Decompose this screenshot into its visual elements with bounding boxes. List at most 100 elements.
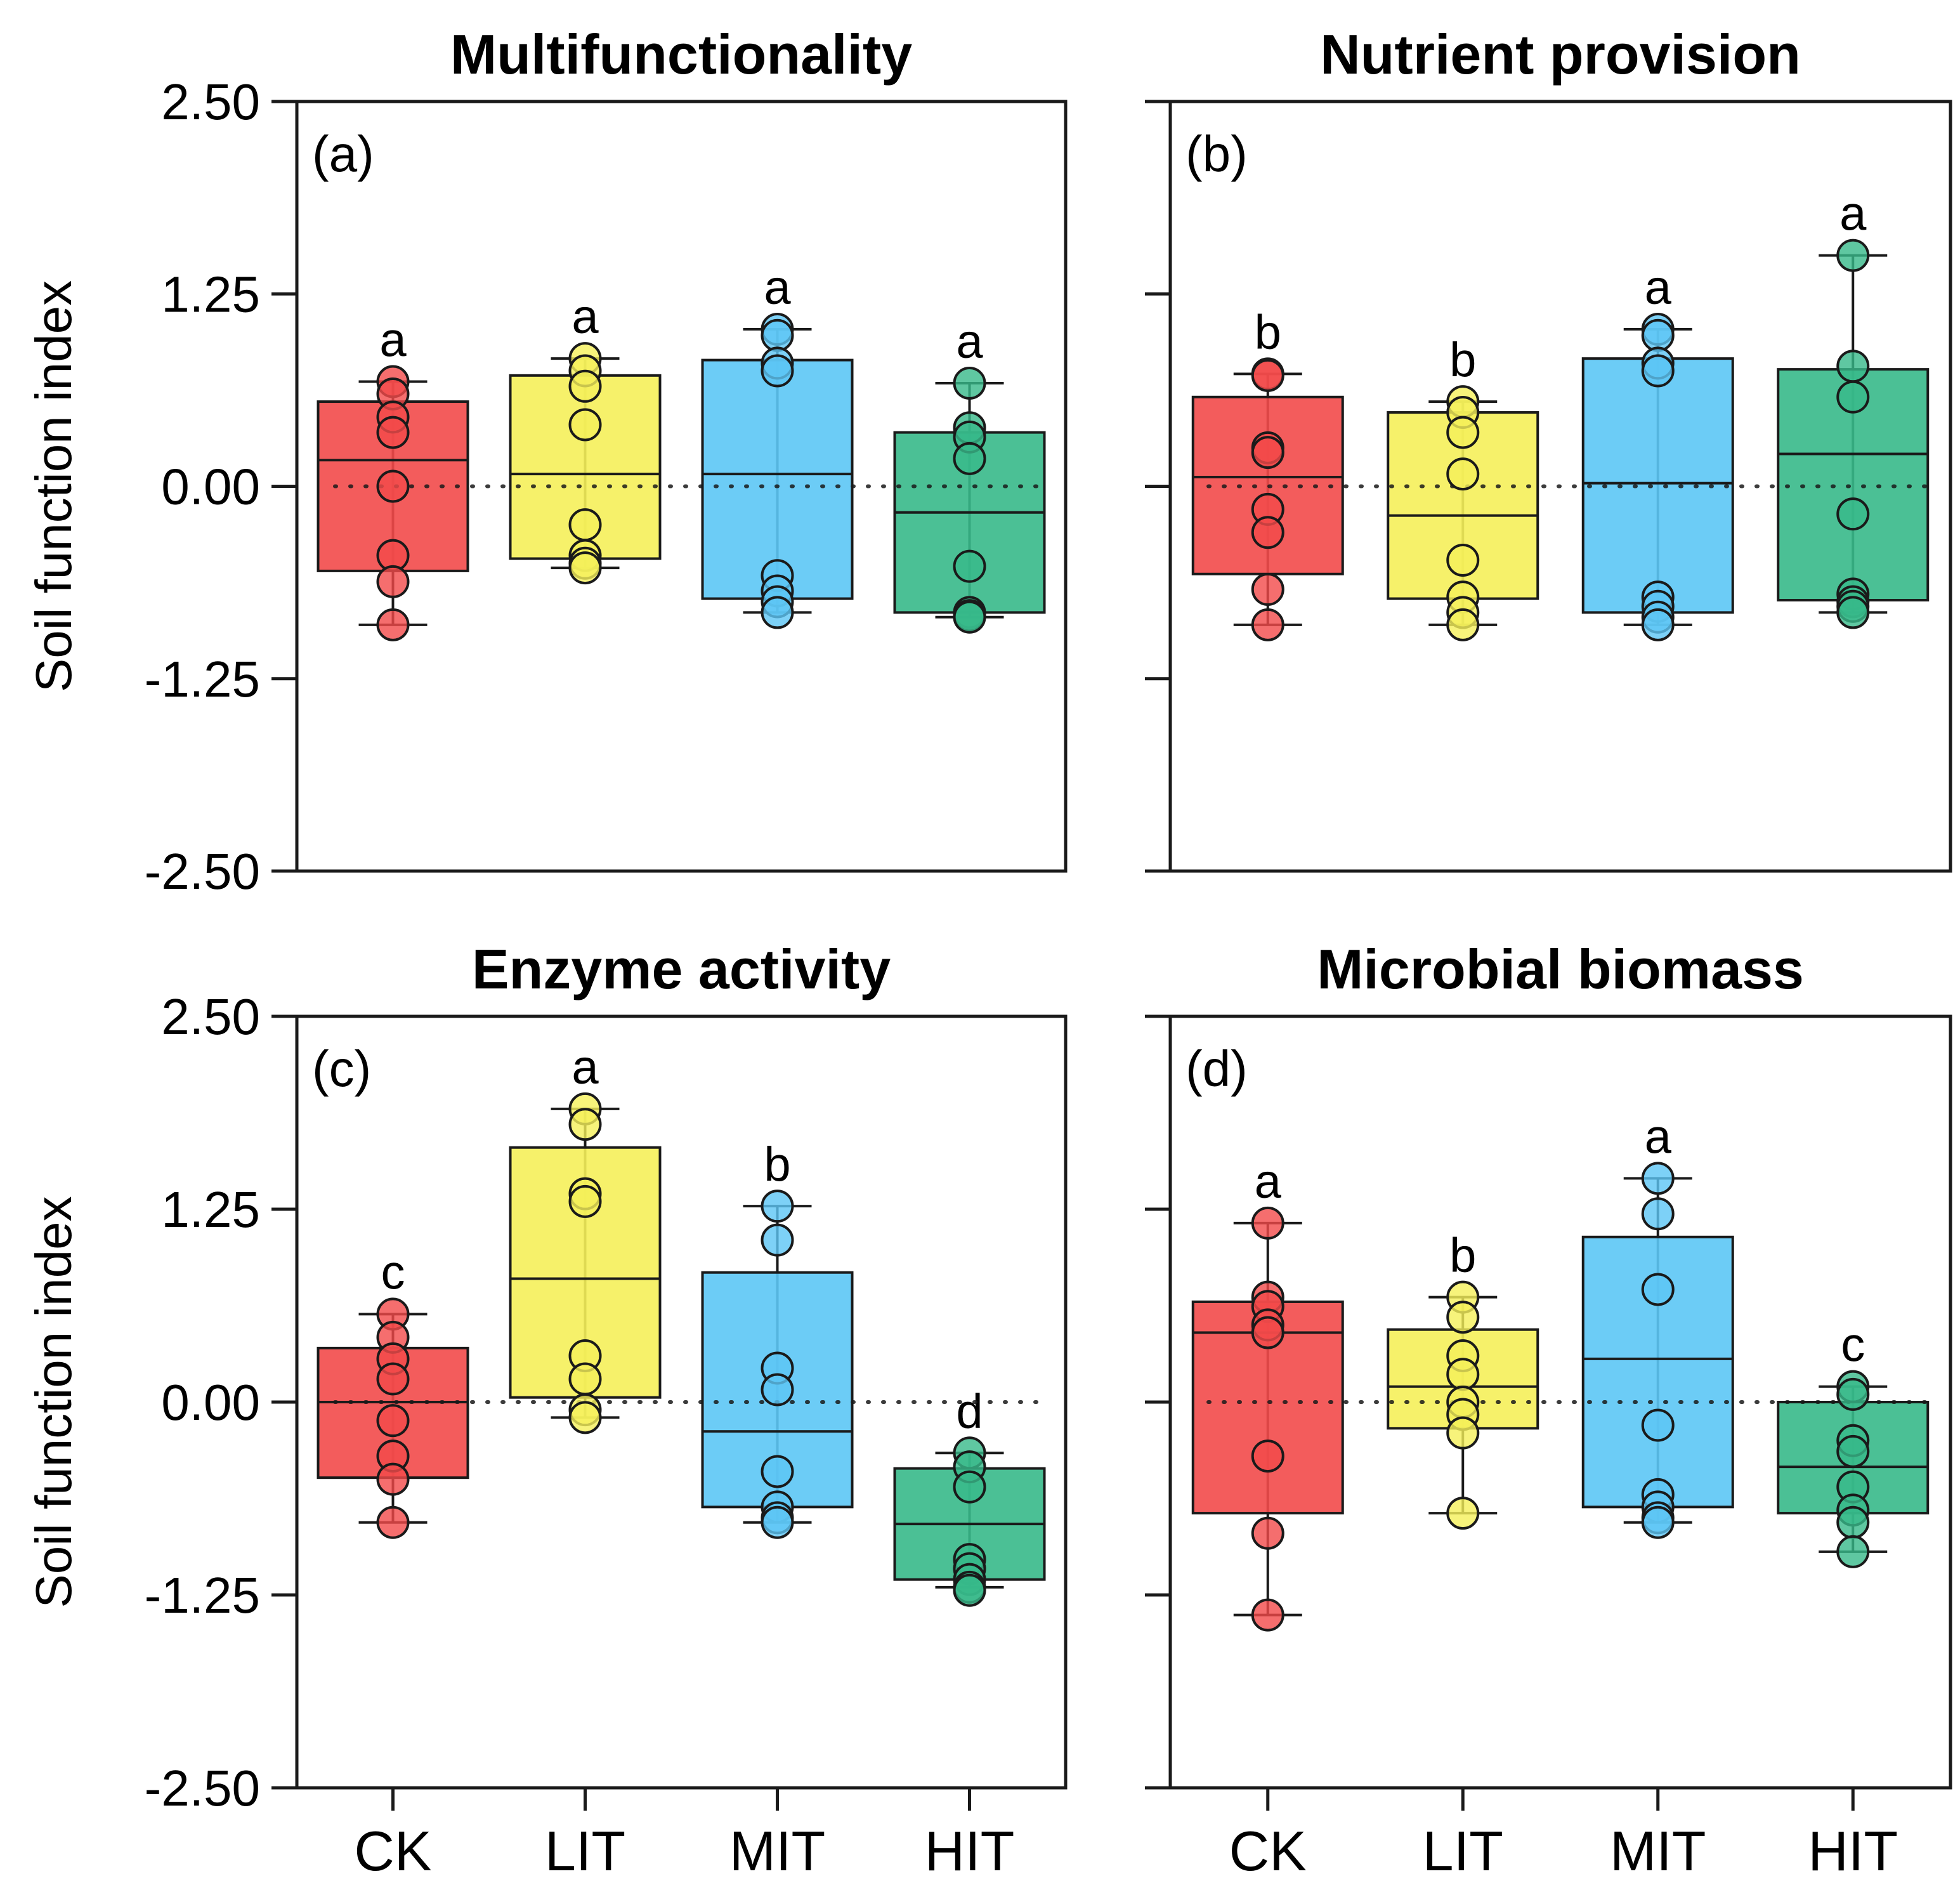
data-point xyxy=(1446,1301,1480,1334)
y-tick-label: 2.50 xyxy=(161,74,260,130)
data-point xyxy=(568,1184,602,1218)
data-point xyxy=(1641,1162,1675,1195)
significance-letter: a xyxy=(379,313,407,367)
panel-title: Enzyme activity xyxy=(472,938,891,1000)
data-point xyxy=(1836,1377,1870,1411)
significance-letter: b xyxy=(1449,333,1476,387)
x-tick-label: MIT xyxy=(729,1820,826,1882)
data-point xyxy=(1251,1206,1284,1240)
data-point xyxy=(761,596,794,629)
box-group-mit: a xyxy=(1581,261,1734,626)
panel-tag: (a) xyxy=(312,126,374,182)
panel-tag: (c) xyxy=(312,1040,371,1097)
data-point xyxy=(761,318,794,352)
data-point xyxy=(376,565,410,598)
data-point xyxy=(1641,354,1675,388)
x-tick-label: CK xyxy=(354,1820,431,1882)
significance-letter: c xyxy=(381,1245,405,1299)
data-point xyxy=(376,1404,410,1438)
significance-letter: a xyxy=(1839,187,1867,241)
data-point xyxy=(1641,608,1675,641)
data-point xyxy=(953,442,986,475)
x-tick-label: HIT xyxy=(925,1820,1015,1882)
significance-letter: b xyxy=(1255,305,1281,359)
x-tick-label: LIT xyxy=(545,1820,625,1882)
data-point xyxy=(568,1108,602,1141)
data-point xyxy=(568,369,602,403)
data-point xyxy=(1251,1516,1284,1550)
data-point xyxy=(953,1470,986,1504)
data-point xyxy=(1641,318,1675,352)
data-point xyxy=(376,469,410,503)
data-point xyxy=(1446,608,1480,641)
panel-tag: (d) xyxy=(1186,1040,1248,1097)
significance-letter: d xyxy=(956,1384,983,1438)
data-point xyxy=(568,408,602,442)
y-tick-label: 0.00 xyxy=(161,459,260,515)
x-tick-label: HIT xyxy=(1808,1820,1898,1882)
data-point xyxy=(761,1190,794,1223)
data-point xyxy=(1836,239,1870,272)
significance-letter: a xyxy=(1255,1155,1282,1209)
data-point xyxy=(1251,608,1284,641)
data-point xyxy=(1836,497,1870,531)
y-tick-label: -1.25 xyxy=(145,1567,260,1623)
y-tick-label: 2.50 xyxy=(161,988,260,1045)
panel-a: Multifunctionality (a) 2.50 1.25 0.00 -1.25 -2… xyxy=(25,23,1068,900)
data-point xyxy=(953,549,986,583)
panel-title: Microbial biomass xyxy=(1317,938,1804,1000)
x-tick-label: MIT xyxy=(1610,1820,1706,1882)
x-tick-label: LIT xyxy=(1423,1820,1503,1882)
data-point xyxy=(1446,1358,1480,1391)
panel-title: Multifunctionality xyxy=(450,23,912,86)
data-point xyxy=(761,354,794,388)
data-point xyxy=(568,508,602,542)
data-point xyxy=(1641,1408,1675,1442)
data-point xyxy=(1641,1505,1675,1539)
data-point xyxy=(376,1505,410,1539)
data-point xyxy=(376,1462,410,1496)
data-point xyxy=(1836,596,1870,629)
significance-letter: a xyxy=(956,315,983,369)
panel-c: Enzyme activity (c) 2.50 1.25 0.00 -1.25 -2.50… xyxy=(25,938,1068,1882)
significance-letter: b xyxy=(764,1138,790,1191)
data-point xyxy=(1836,1535,1870,1568)
data-point xyxy=(376,608,410,641)
data-point xyxy=(568,551,602,585)
y-tick-label: 1.25 xyxy=(161,1181,260,1238)
data-point xyxy=(1251,516,1284,549)
data-point xyxy=(1836,1434,1870,1468)
significance-letter: a xyxy=(572,1040,599,1094)
y-tick-label: 0.00 xyxy=(161,1374,260,1431)
data-point xyxy=(568,1401,602,1434)
data-point xyxy=(1836,380,1870,414)
significance-letter: a xyxy=(572,290,599,344)
data-point xyxy=(1251,1440,1284,1473)
data-point xyxy=(1251,1598,1284,1632)
data-point xyxy=(1251,1316,1284,1349)
data-point xyxy=(1251,358,1284,392)
data-point xyxy=(1641,1273,1675,1306)
box xyxy=(701,358,854,600)
significance-letter: a xyxy=(1645,1110,1672,1164)
y-axis-title: Soil function index xyxy=(25,280,82,692)
y-tick-label: -2.50 xyxy=(145,843,260,900)
data-point xyxy=(953,366,986,400)
data-point xyxy=(761,1455,794,1488)
box-group-mit: a xyxy=(701,261,854,614)
data-point xyxy=(1836,1505,1870,1539)
panel-title: Nutrient provision xyxy=(1320,23,1801,86)
significance-letter: a xyxy=(764,261,791,315)
x-tick-label: CK xyxy=(1229,1820,1307,1882)
data-point xyxy=(1251,573,1284,607)
panel-tag: (b) xyxy=(1186,126,1248,182)
data-point xyxy=(761,1373,794,1407)
data-point xyxy=(1641,1197,1675,1231)
data-point xyxy=(953,1573,986,1607)
data-point xyxy=(1251,436,1284,469)
y-axis-title: Soil function index xyxy=(25,1196,82,1608)
data-point xyxy=(568,1362,602,1396)
data-point xyxy=(761,1505,794,1539)
panel-b: Nutrient provision (b) b b a a xyxy=(1145,23,1952,873)
